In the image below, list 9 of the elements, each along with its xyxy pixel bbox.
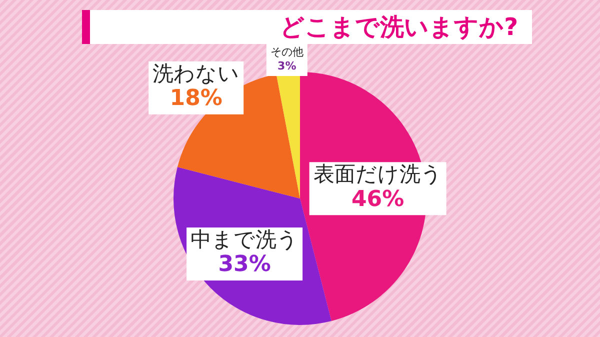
chart-title: どこまで洗いますか? [82,10,532,44]
data-label: 46% [351,186,404,212]
slice-label: 表面だけ洗う [313,162,442,186]
slice-label: その他 [270,45,304,58]
slice-label: 中まで洗う [190,227,299,252]
slice-label: 洗わない [152,61,240,86]
data-label: 18% [170,86,222,112]
data-label: 3% [278,59,296,72]
data-label: 33% [218,252,271,278]
